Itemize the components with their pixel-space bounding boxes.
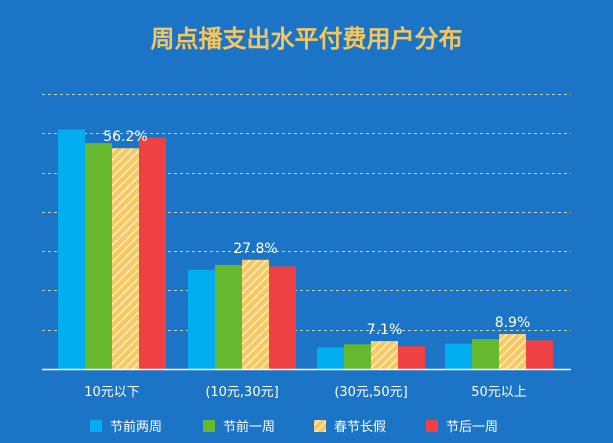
bar xyxy=(188,269,215,369)
bar xyxy=(215,264,242,369)
legend-swatch xyxy=(314,420,326,432)
legend-swatch xyxy=(90,420,102,432)
legend-swatch xyxy=(426,420,438,432)
x-tick-label: (10元,30元] xyxy=(205,385,278,400)
bar xyxy=(112,148,139,369)
gridlines xyxy=(42,94,571,331)
legend-label: 节前一周 xyxy=(223,419,275,435)
data-label: 8.9% xyxy=(495,315,531,331)
bar xyxy=(371,341,398,369)
legend-label: 节后一周 xyxy=(446,420,498,435)
data-label: 27.8% xyxy=(233,241,277,257)
x-tick-labels: 10元以下 (10元,30元] (30元,50元] 50元以上 xyxy=(84,385,527,400)
x-tick-label: (30元,50元] xyxy=(334,385,407,400)
bar xyxy=(499,334,526,369)
x-tick-label: 10元以下 xyxy=(84,385,140,400)
data-label: 56.2% xyxy=(103,129,147,145)
legend: 节前两周 节前一周 春节长假 节后一周 xyxy=(90,419,498,435)
bar xyxy=(269,266,296,369)
bar xyxy=(139,137,166,369)
bar xyxy=(472,339,499,369)
legend-label: 节前两周 xyxy=(110,419,162,435)
bar xyxy=(317,347,344,369)
bar xyxy=(526,340,553,369)
chart-title: 周点播支出水平付费用户分布 xyxy=(151,25,463,53)
legend-swatch xyxy=(203,420,215,432)
bar xyxy=(398,346,425,369)
x-tick-label: 50元以上 xyxy=(471,385,527,400)
data-labels: 56.2% 27.8% 7.1% 8.9% xyxy=(103,129,530,338)
bar xyxy=(242,259,269,369)
bar xyxy=(58,129,85,369)
bar xyxy=(344,344,371,369)
bar xyxy=(85,143,112,369)
data-label: 7.1% xyxy=(367,322,403,338)
legend-label: 春节长假 xyxy=(334,420,386,435)
bars xyxy=(58,129,553,369)
bar xyxy=(445,343,472,369)
